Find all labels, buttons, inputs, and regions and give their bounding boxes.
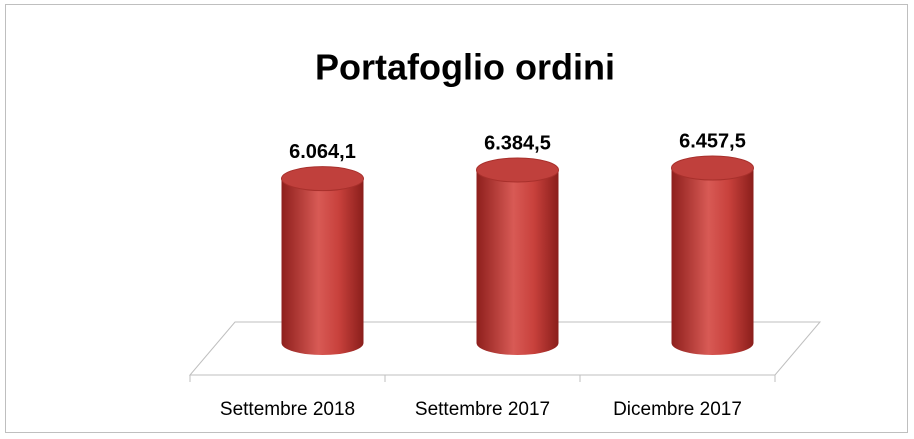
chart-title: Portafoglio ordini — [315, 47, 615, 88]
data-label: 6.457,5 — [679, 130, 746, 152]
bar — [281, 178, 364, 355]
bar — [671, 168, 754, 355]
data-label: 6.064,1 — [289, 141, 356, 163]
bar-top — [671, 155, 754, 181]
x-tick-label: Settembre 2017 — [415, 399, 550, 420]
bar-top — [476, 157, 559, 183]
bar-top — [281, 166, 364, 192]
x-tick-label: Dicembre 2017 — [613, 399, 742, 420]
bar — [476, 169, 559, 355]
x-tick-label: Settembre 2018 — [220, 399, 355, 420]
data-label: 6.384,5 — [484, 132, 551, 154]
